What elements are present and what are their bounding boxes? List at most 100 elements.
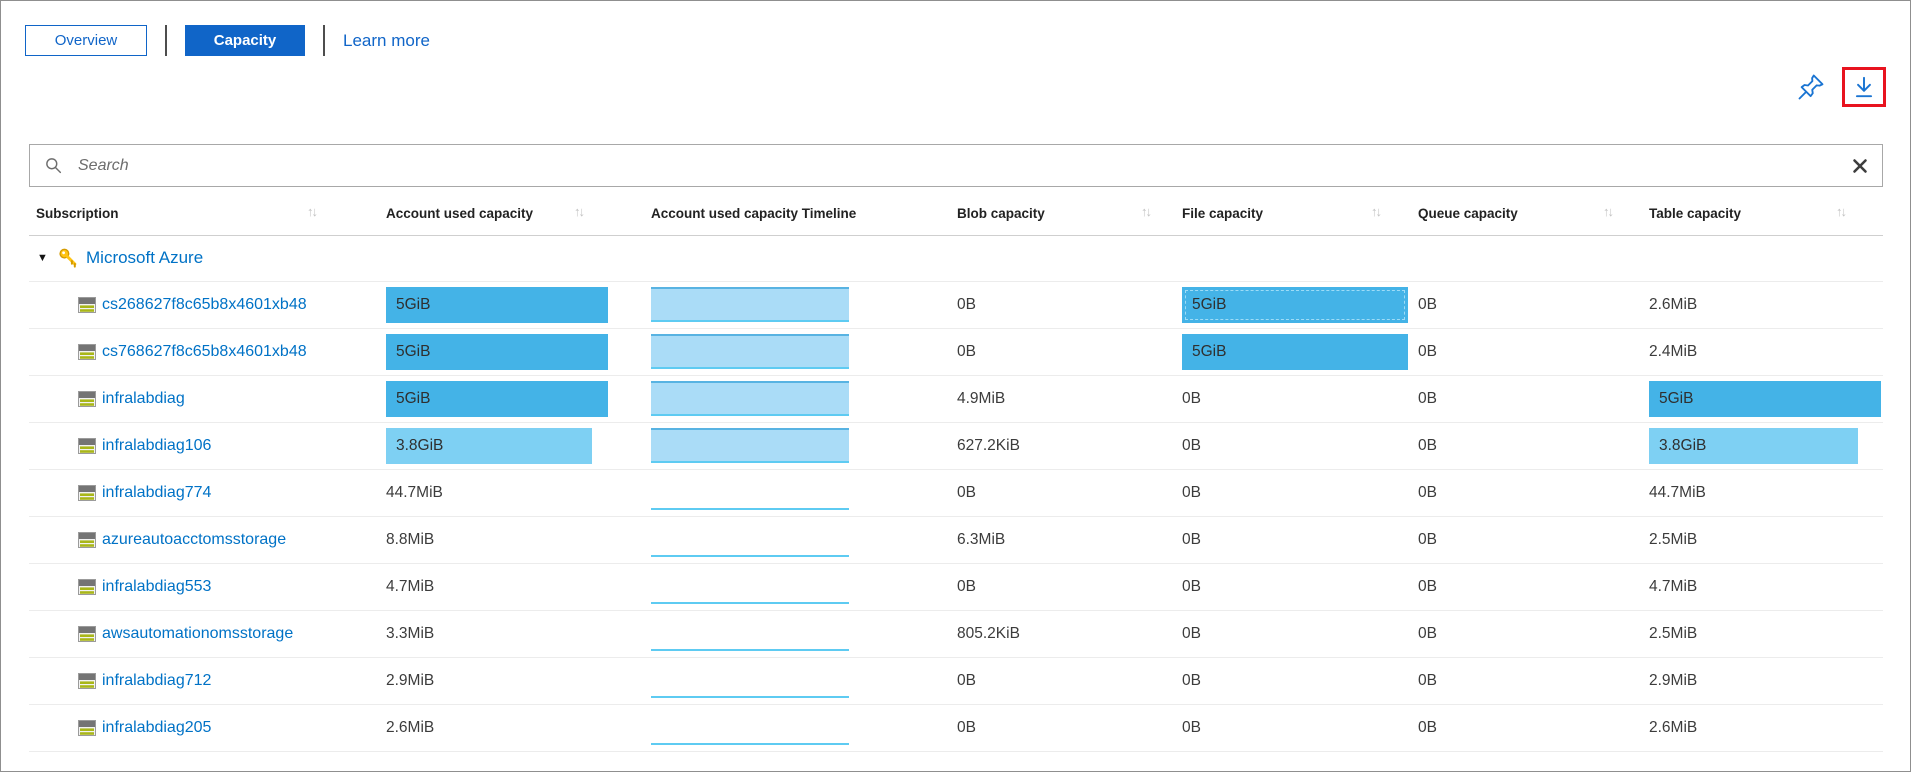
account-used-capacity-cell: 2.6MiB <box>386 719 435 736</box>
grid-header: Subscription ↑↓ Account used capacity ↑↓… <box>29 198 1883 236</box>
file-capacity-cell: 0B <box>1182 531 1201 548</box>
file-capacity-cell: 0B <box>1182 390 1201 407</box>
queue-capacity-cell: 0B <box>1418 719 1437 736</box>
table-row: infralabdiag205 2.6MiB 0B 0B 0B 2.6MiB <box>29 705 1883 752</box>
file-capacity-cell: 0B <box>1182 437 1201 454</box>
table-capacity-cell: 2.5MiB <box>1649 531 1698 548</box>
storage-account-icon <box>78 579 96 600</box>
column-header-table-capacity[interactable]: Table capacity <box>1649 206 1742 221</box>
account-used-capacity-timeline-cell <box>651 517 849 563</box>
account-link[interactable]: awsautomationomsstorage <box>102 625 294 642</box>
storage-account-icon <box>78 297 96 318</box>
table-row: infralabdiag774 44.7MiB 0B 0B 0B 44.7MiB <box>29 470 1883 517</box>
file-capacity-cell: 0B <box>1182 578 1201 595</box>
table-capacity-cell: 5GiB <box>1649 376 1881 422</box>
tab-separator <box>165 25 167 56</box>
collapse-caret-icon[interactable]: ▼ <box>37 252 48 264</box>
blob-capacity-cell: 627.2KiB <box>957 437 1020 454</box>
column-header-account-used-capacity-timeline: Account used capacity Timeline <box>651 206 857 221</box>
storage-account-icon <box>78 532 96 553</box>
toolbar-actions <box>1796 67 1886 107</box>
queue-capacity-cell: 0B <box>1418 672 1437 689</box>
storage-account-icon <box>78 391 96 412</box>
account-used-capacity-timeline-cell <box>651 564 849 610</box>
table-row: infralabdiag106 3.8GiB 627.2KiB 0B 0B 3.… <box>29 423 1883 470</box>
storage-account-icon <box>78 626 96 647</box>
table-capacity-cell: 2.9MiB <box>1649 672 1698 689</box>
account-link[interactable]: infralabdiag <box>102 390 185 407</box>
table-capacity-cell: 2.5MiB <box>1649 625 1698 642</box>
table-row: cs268627f8c65b8x4601xb48 5GiB 0B 5GiB 0B… <box>29 282 1883 329</box>
clear-icon[interactable] <box>1852 158 1868 174</box>
file-capacity-cell: 0B <box>1182 625 1201 642</box>
blob-capacity-cell: 0B <box>957 672 976 689</box>
account-link[interactable]: infralabdiag712 <box>102 672 212 689</box>
pin-button[interactable] <box>1796 72 1826 102</box>
table-row: infralabdiag 5GiB 4.9MiB 0B 0B 5GiB <box>29 376 1883 423</box>
queue-capacity-cell: 0B <box>1418 296 1437 313</box>
account-used-capacity-timeline-cell <box>651 611 849 657</box>
column-header-blob-capacity[interactable]: Blob capacity <box>957 206 1045 221</box>
account-link[interactable]: infralabdiag553 <box>102 578 212 595</box>
file-capacity-cell: 0B <box>1182 719 1201 736</box>
account-link[interactable]: infralabdiag205 <box>102 719 212 736</box>
account-used-capacity-cell: 3.3MiB <box>386 625 435 642</box>
account-used-capacity-cell: 44.7MiB <box>386 484 443 501</box>
storage-account-icon <box>78 720 96 741</box>
blob-capacity-cell: 0B <box>957 578 976 595</box>
account-link[interactable]: infralabdiag774 <box>102 484 212 501</box>
tab-capacity[interactable]: Capacity <box>185 25 305 56</box>
tab-overview[interactable]: Overview <box>25 25 147 56</box>
table-row: azureautoacctomsstorage 8.8MiB 6.3MiB 0B… <box>29 517 1883 564</box>
account-used-capacity-cell: 5GiB <box>386 376 608 422</box>
table-row: infralabdiag553 4.7MiB 0B 0B 0B 4.7MiB <box>29 564 1883 611</box>
account-used-capacity-timeline-cell <box>651 329 849 375</box>
storage-account-icon <box>78 673 96 694</box>
account-used-capacity-timeline-cell <box>651 423 849 469</box>
column-header-account-used-capacity[interactable]: Account used capacity <box>386 206 534 221</box>
account-link[interactable]: cs768627f8c65b8x4601xb48 <box>102 343 307 360</box>
column-header-subscription[interactable]: Subscription <box>36 206 119 221</box>
account-link[interactable]: infralabdiag106 <box>102 437 212 454</box>
table-capacity-cell: 2.4MiB <box>1649 343 1698 360</box>
account-used-capacity-cell: 4.7MiB <box>386 578 435 595</box>
blob-capacity-cell: 805.2KiB <box>957 625 1020 642</box>
storage-account-icon <box>78 344 96 365</box>
blob-capacity-cell: 0B <box>957 296 976 313</box>
account-used-capacity-cell: 5GiB <box>386 282 608 328</box>
table-row: cs768627f8c65b8x4601xb48 5GiB 0B 5GiB 0B… <box>29 329 1883 376</box>
account-link[interactable]: cs268627f8c65b8x4601xb48 <box>102 296 307 313</box>
download-icon <box>1851 74 1877 100</box>
file-capacity-cell: 0B <box>1182 484 1201 501</box>
table-capacity-cell: 44.7MiB <box>1649 484 1706 501</box>
column-header-file-capacity[interactable]: File capacity <box>1182 206 1264 221</box>
view-tabs: Overview Capacity Learn more <box>25 25 430 56</box>
file-capacity-cell: 5GiB <box>1182 282 1408 328</box>
blob-capacity-cell: 4.9MiB <box>957 390 1006 407</box>
sort-icon: ↑↓ <box>1371 204 1382 219</box>
storage-account-icon <box>78 485 96 506</box>
account-link[interactable]: azureautoacctomsstorage <box>102 531 287 548</box>
sort-icon: ↑↓ <box>1836 204 1847 219</box>
account-used-capacity-timeline-cell <box>651 658 849 704</box>
blob-capacity-cell: 6.3MiB <box>957 531 1006 548</box>
file-capacity-cell: 0B <box>1182 672 1201 689</box>
learn-more-link[interactable]: Learn more <box>343 30 430 50</box>
search-icon <box>44 156 63 175</box>
search-input[interactable] <box>76 155 1852 176</box>
column-header-queue-capacity[interactable]: Queue capacity <box>1418 206 1518 221</box>
queue-capacity-cell: 0B <box>1418 578 1437 595</box>
account-used-capacity-timeline-cell <box>651 282 849 328</box>
account-used-capacity-cell: 5GiB <box>386 329 608 375</box>
storage-account-icon <box>78 438 96 459</box>
group-row: ▼ Microsoft Azure <box>29 235 1883 282</box>
queue-capacity-cell: 0B <box>1418 531 1437 548</box>
download-highlight-box <box>1842 67 1886 107</box>
download-button[interactable] <box>1851 74 1877 100</box>
account-used-capacity-timeline-cell <box>651 376 849 422</box>
sort-icon: ↑↓ <box>307 204 318 219</box>
group-label[interactable]: Microsoft Azure <box>86 248 204 267</box>
queue-capacity-cell: 0B <box>1418 437 1437 454</box>
blob-capacity-cell: 0B <box>957 343 976 360</box>
table-capacity-cell: 2.6MiB <box>1649 719 1698 736</box>
